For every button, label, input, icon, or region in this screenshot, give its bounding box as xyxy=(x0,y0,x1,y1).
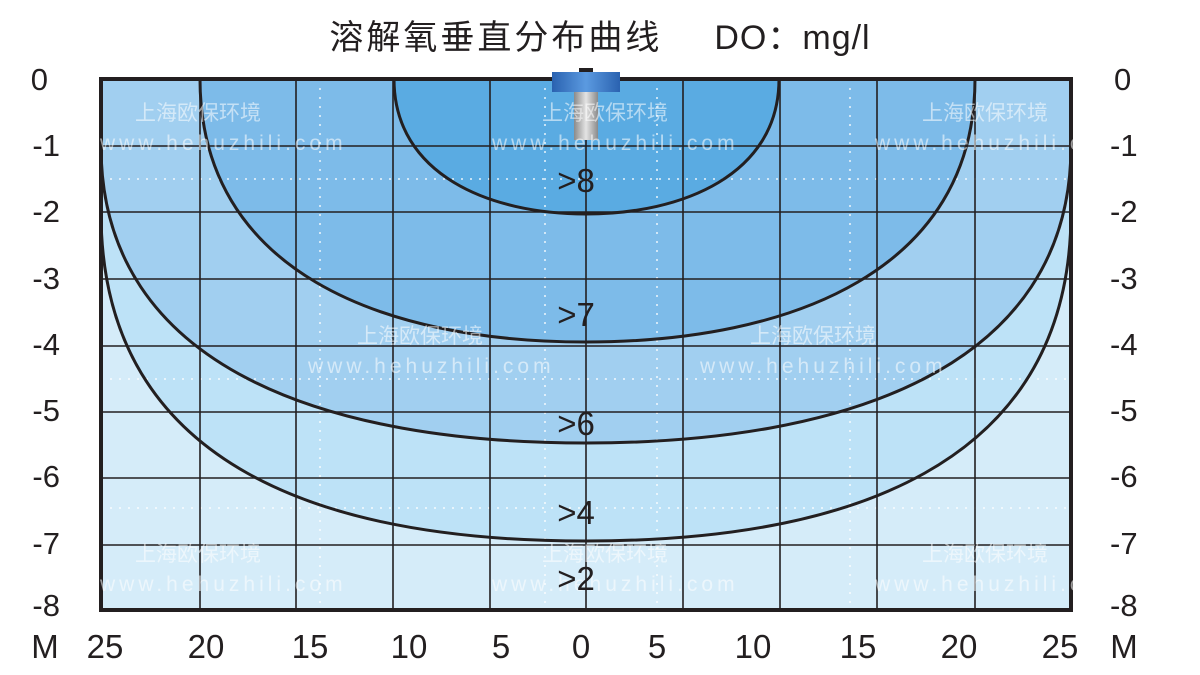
major-grid xyxy=(101,79,1071,610)
watermark-cn: 上海欧保环境 xyxy=(542,543,668,566)
zone-label-4: >4 xyxy=(557,494,595,531)
x-tick: 5 xyxy=(647,628,667,665)
y-tick-right: -4 xyxy=(1110,327,1138,362)
y-tick-right: -2 xyxy=(1110,194,1138,229)
x-tick: 20 xyxy=(940,628,978,665)
y-tick-left: -5 xyxy=(32,393,60,428)
y-tick-left: -1 xyxy=(32,128,60,163)
zone-label-2: >2 xyxy=(557,560,595,597)
watermark-url: www.hehuzhili.com xyxy=(875,573,1122,596)
contour-curves xyxy=(101,79,1071,543)
x-tick: 15 xyxy=(839,628,877,665)
title-main: 溶解氧垂直分布曲线 xyxy=(329,19,663,57)
x-tick: 20 xyxy=(187,628,225,665)
x-tick: 25 xyxy=(1041,628,1079,665)
watermark-cn: 上海欧保环境 xyxy=(542,102,668,125)
y-tick-left: -6 xyxy=(32,459,60,494)
x-tick: 5 xyxy=(491,628,511,665)
x-tick: 25 xyxy=(86,628,124,665)
chart-title: 溶解氧垂直分布曲线 DO：mg/l xyxy=(0,10,1200,59)
watermark-cn: 上海欧保环境 xyxy=(922,543,1048,566)
x-tick: 15 xyxy=(291,628,329,665)
watermark-url: www.hehuzhili.com xyxy=(100,573,347,596)
watermark-url: www.hehuzhili.com xyxy=(100,132,347,155)
watermark-url: www.hehuzhili.com xyxy=(492,132,739,155)
title-unit: DO：mg/l xyxy=(714,19,871,57)
y-tick-left: 0 xyxy=(30,62,48,97)
x-unit-left: M xyxy=(31,628,59,665)
y-tick-left: -8 xyxy=(32,588,60,623)
y-tick-left: -2 xyxy=(32,194,60,229)
y-tick-left: -3 xyxy=(32,261,60,296)
y-tick-right: -1 xyxy=(1110,128,1138,163)
watermark-cn: 上海欧保环境 xyxy=(922,102,1048,125)
y-tick-left: -4 xyxy=(32,327,60,362)
y-tick-right: -3 xyxy=(1110,261,1138,296)
watermark-cn: 上海欧保环境 xyxy=(135,543,261,566)
y-tick-right: -8 xyxy=(1110,588,1138,623)
minor-grid xyxy=(101,79,1071,610)
y-tick-right: -7 xyxy=(1110,526,1138,561)
x-tick: 0 xyxy=(571,628,591,665)
zone-label-6: >6 xyxy=(557,405,595,442)
y-tick-right: 0 xyxy=(1114,62,1132,97)
watermark-url: www.hehuzhili.com xyxy=(875,132,1122,155)
watermark-cn: 上海欧保环境 xyxy=(357,325,483,348)
x-tick: 10 xyxy=(734,628,772,665)
watermark-cn: 上海欧保环境 xyxy=(135,102,261,125)
x-tick: 10 xyxy=(390,628,428,665)
watermark-url: www.hehuzhili.com xyxy=(700,355,947,378)
zone-label-8: >8 xyxy=(557,162,595,199)
zone-label-7: >7 xyxy=(557,296,595,333)
watermark-cn: 上海欧保环境 xyxy=(750,325,876,348)
watermark-url: www.hehuzhili.com xyxy=(492,573,739,596)
y-tick-right: -6 xyxy=(1110,459,1138,494)
watermark-url: www.hehuzhili.com xyxy=(308,355,555,378)
x-unit-right: M xyxy=(1110,628,1138,665)
y-tick-left: -7 xyxy=(32,526,60,561)
y-tick-right: -5 xyxy=(1110,393,1138,428)
aerator-icon xyxy=(552,68,620,140)
